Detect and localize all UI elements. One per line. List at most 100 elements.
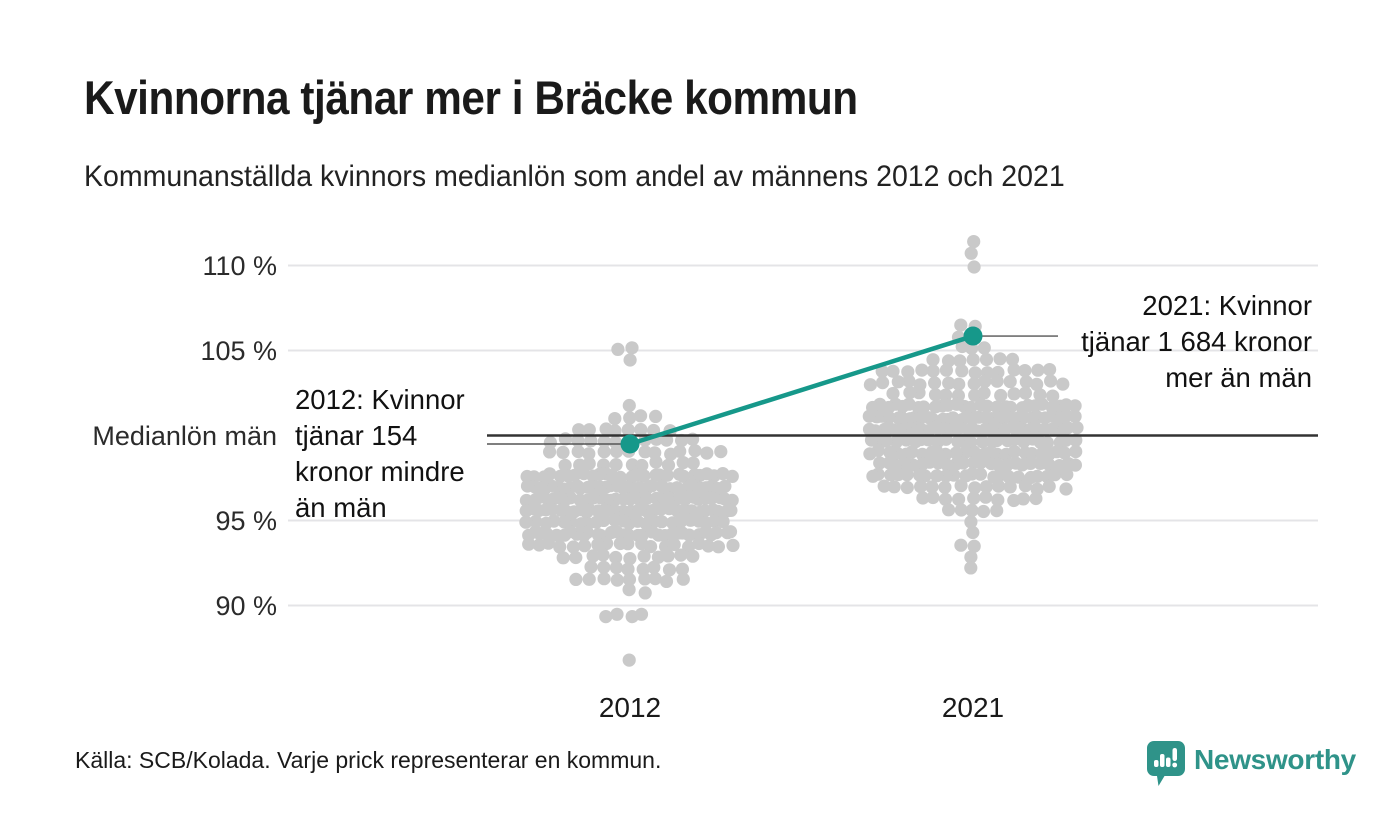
municipality-dot: [660, 468, 674, 482]
municipality-dot: [688, 444, 702, 458]
municipality-dot: [655, 515, 669, 529]
municipality-dot: [966, 353, 980, 367]
municipality-dot: [928, 388, 943, 402]
municipality-dot: [553, 469, 568, 483]
municipality-dot: [1003, 480, 1017, 494]
municipality-dot: [979, 480, 993, 494]
municipality-dot: [660, 433, 674, 447]
municipality-dot: [634, 409, 648, 423]
municipality-dot: [558, 458, 572, 472]
municipality-dot: [651, 550, 666, 564]
municipality-dot: [882, 456, 896, 470]
municipality-dot: [661, 549, 675, 563]
municipality-dot: [965, 503, 979, 517]
municipality-dot: [635, 458, 649, 473]
municipality-dot: [954, 318, 968, 332]
municipality-dot: [543, 445, 557, 459]
municipality-dot: [622, 583, 636, 597]
municipality-dot: [964, 515, 978, 529]
municipality-dot: [1068, 409, 1082, 423]
municipality-dot: [939, 363, 954, 377]
municipality-dot: [886, 364, 900, 378]
municipality-dot: [959, 445, 973, 459]
municipality-dot: [873, 456, 887, 470]
newsworthy-logo: Newsworthy: [1146, 740, 1356, 787]
municipality-dot: [1025, 447, 1039, 461]
municipality-dot: [926, 364, 940, 378]
municipality-dot: [649, 409, 663, 423]
municipality-dot: [659, 574, 674, 589]
municipality-dot: [623, 411, 637, 425]
municipality-dot: [569, 550, 583, 565]
municipality-dot: [1019, 375, 1033, 389]
municipality-dot: [674, 515, 688, 529]
municipality-dot: [645, 479, 659, 493]
municipality-dot: [569, 572, 583, 587]
municipality-dot: [1043, 363, 1057, 377]
municipality-dot: [1061, 421, 1075, 435]
municipality-dot: [599, 422, 613, 436]
municipality-dot: [625, 341, 639, 355]
municipality-dot: [640, 491, 654, 505]
newsworthy-logo-text: Newsworthy: [1194, 743, 1356, 775]
municipality-dot: [1058, 446, 1072, 460]
municipality-dot: [520, 479, 535, 493]
municipality-dot: [887, 480, 901, 494]
municipality-dot: [967, 377, 981, 391]
municipality-dot: [914, 480, 928, 494]
municipality-dot: [673, 444, 687, 458]
municipality-dot: [676, 456, 690, 470]
municipality-dot: [967, 491, 981, 505]
municipality-dot: [723, 525, 738, 539]
municipality-dot: [993, 352, 1007, 366]
municipality-dot: [623, 552, 637, 566]
municipality-dot: [954, 503, 968, 517]
municipality-dot: [889, 435, 904, 449]
municipality-dot: [938, 492, 953, 506]
municipality-dot: [718, 479, 732, 493]
municipality-dot: [862, 409, 876, 423]
municipality-dot: [591, 528, 605, 542]
municipality-dot: [611, 342, 625, 356]
municipality-dot: [519, 504, 533, 518]
municipality-dot: [949, 446, 963, 460]
municipality-dot: [610, 607, 624, 621]
municipality-dot: [1005, 352, 1020, 366]
municipality-dot: [582, 423, 596, 437]
municipality-dot: [976, 504, 991, 519]
x-label-2012: 2012: [598, 692, 662, 723]
municipality-dot: [613, 536, 627, 551]
municipality-dot: [638, 572, 652, 586]
municipality-dot: [979, 352, 994, 367]
municipality-dot: [586, 549, 600, 563]
municipality-dot: [709, 526, 723, 540]
municipality-dot: [1003, 375, 1017, 389]
municipality-dot: [571, 444, 585, 459]
municipality-dot: [929, 400, 943, 414]
municipality-dot: [725, 469, 739, 483]
municipality-dot: [877, 479, 891, 493]
municipality-dot: [1023, 456, 1037, 470]
municipality-dot: [604, 525, 619, 540]
municipality-dot: [863, 378, 878, 392]
municipality-dot: [637, 549, 651, 563]
annotation-2021: 2021: Kvinnor tjänar 1 684 kronor mer än…: [1081, 290, 1312, 393]
municipality-dot: [930, 469, 944, 483]
municipality-dot: [597, 445, 611, 459]
municipality-dot: [714, 445, 728, 459]
municipality-dot: [597, 572, 611, 586]
municipality-dot: [648, 572, 662, 586]
municipality-dot: [662, 563, 677, 577]
source-note: Källa: SCB/Kolada. Varje prick represent…: [75, 747, 662, 773]
y-tick-105: 105 %: [200, 335, 277, 366]
municipality-dot: [584, 560, 598, 574]
municipality-dot: [973, 467, 988, 481]
y-tick-90: 90 %: [215, 590, 277, 621]
municipality-dot: [892, 411, 906, 425]
municipality-dot: [676, 572, 690, 586]
highlight-dot-2021: [963, 326, 983, 346]
municipality-dot: [1007, 387, 1021, 401]
municipality-dot: [726, 538, 740, 553]
municipality-dot: [926, 353, 940, 367]
municipality-dot: [609, 550, 623, 565]
